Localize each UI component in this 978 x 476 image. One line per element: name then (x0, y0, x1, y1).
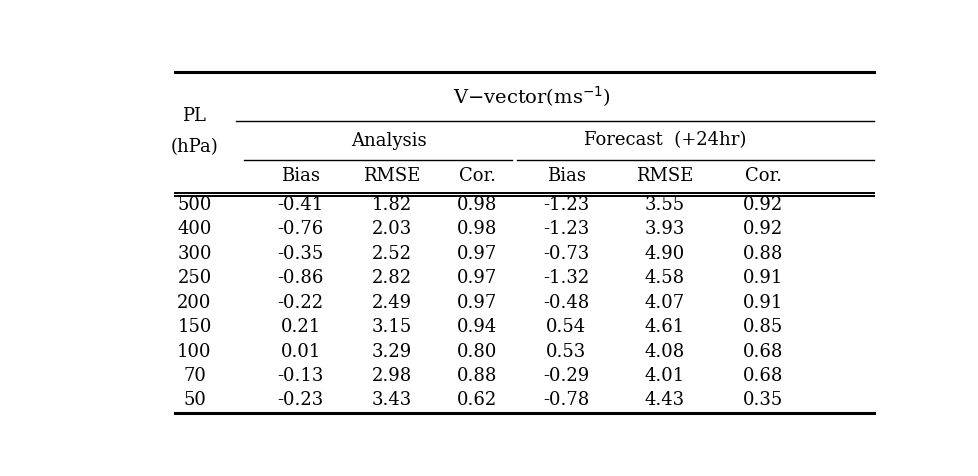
Text: 300: 300 (177, 245, 211, 263)
Text: RMSE: RMSE (363, 167, 420, 185)
Text: -0.48: -0.48 (543, 294, 589, 312)
Text: 0.85: 0.85 (742, 318, 782, 336)
Text: 0.80: 0.80 (457, 343, 497, 360)
Text: 1.82: 1.82 (372, 196, 412, 214)
Text: -0.29: -0.29 (543, 367, 589, 385)
Text: 4.43: 4.43 (645, 391, 685, 409)
Text: 4.58: 4.58 (645, 269, 685, 287)
Text: 0.92: 0.92 (742, 196, 782, 214)
Text: -1.23: -1.23 (543, 196, 589, 214)
Text: 0.01: 0.01 (281, 343, 321, 360)
Text: Cor.: Cor. (459, 167, 496, 185)
Text: 4.61: 4.61 (645, 318, 685, 336)
Text: -0.13: -0.13 (277, 367, 324, 385)
Text: Forecast  (+24hr): Forecast (+24hr) (583, 131, 745, 149)
Text: -0.73: -0.73 (543, 245, 589, 263)
Text: 2.49: 2.49 (372, 294, 412, 312)
Text: 0.94: 0.94 (457, 318, 497, 336)
Text: 4.07: 4.07 (645, 294, 685, 312)
Text: 3.55: 3.55 (645, 196, 685, 214)
Text: (hPa): (hPa) (170, 138, 218, 156)
Text: 0.97: 0.97 (457, 294, 497, 312)
Text: 0.97: 0.97 (457, 269, 497, 287)
Text: 2.52: 2.52 (372, 245, 412, 263)
Text: 0.68: 0.68 (742, 343, 782, 360)
Text: 2.98: 2.98 (372, 367, 412, 385)
Text: -0.23: -0.23 (278, 391, 324, 409)
Text: Bias: Bias (281, 167, 320, 185)
Text: 3.29: 3.29 (372, 343, 412, 360)
Text: 200: 200 (177, 294, 211, 312)
Text: 0.98: 0.98 (457, 196, 497, 214)
Text: PL: PL (182, 107, 206, 125)
Text: 0.68: 0.68 (742, 367, 782, 385)
Text: 2.82: 2.82 (372, 269, 412, 287)
Text: -0.35: -0.35 (278, 245, 324, 263)
Text: 0.92: 0.92 (742, 220, 782, 238)
Text: 3.15: 3.15 (372, 318, 412, 336)
Text: 0.91: 0.91 (742, 269, 782, 287)
Text: -0.86: -0.86 (277, 269, 324, 287)
Text: 0.21: 0.21 (281, 318, 321, 336)
Text: 0.88: 0.88 (457, 367, 497, 385)
Text: 3.93: 3.93 (645, 220, 685, 238)
Text: 0.98: 0.98 (457, 220, 497, 238)
Text: Bias: Bias (546, 167, 585, 185)
Text: 2.03: 2.03 (372, 220, 412, 238)
Text: 100: 100 (177, 343, 211, 360)
Text: 4.01: 4.01 (645, 367, 685, 385)
Text: -0.76: -0.76 (278, 220, 324, 238)
Text: -1.32: -1.32 (543, 269, 589, 287)
Text: 4.90: 4.90 (645, 245, 685, 263)
Text: -0.78: -0.78 (543, 391, 589, 409)
Text: 3.43: 3.43 (372, 391, 412, 409)
Text: -1.23: -1.23 (543, 220, 589, 238)
Text: Cor.: Cor. (744, 167, 781, 185)
Text: 0.53: 0.53 (546, 343, 586, 360)
Text: 70: 70 (183, 367, 205, 385)
Text: 250: 250 (177, 269, 211, 287)
Text: RMSE: RMSE (636, 167, 692, 185)
Text: 0.88: 0.88 (742, 245, 782, 263)
Text: -0.22: -0.22 (278, 294, 324, 312)
Text: 4.08: 4.08 (645, 343, 685, 360)
Text: 500: 500 (177, 196, 211, 214)
Text: 0.54: 0.54 (546, 318, 586, 336)
Text: 150: 150 (177, 318, 211, 336)
Text: Analysis: Analysis (351, 131, 426, 149)
Text: 0.97: 0.97 (457, 245, 497, 263)
Text: 0.91: 0.91 (742, 294, 782, 312)
Text: V$-$vector(ms$^{-1}$): V$-$vector(ms$^{-1}$) (453, 84, 610, 109)
Text: 400: 400 (177, 220, 211, 238)
Text: -0.41: -0.41 (278, 196, 324, 214)
Text: 0.35: 0.35 (742, 391, 782, 409)
Text: 0.62: 0.62 (457, 391, 497, 409)
Text: 50: 50 (183, 391, 205, 409)
